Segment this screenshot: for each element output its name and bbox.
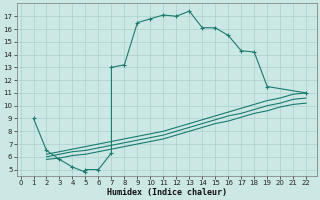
X-axis label: Humidex (Indice chaleur): Humidex (Indice chaleur)	[107, 188, 227, 197]
